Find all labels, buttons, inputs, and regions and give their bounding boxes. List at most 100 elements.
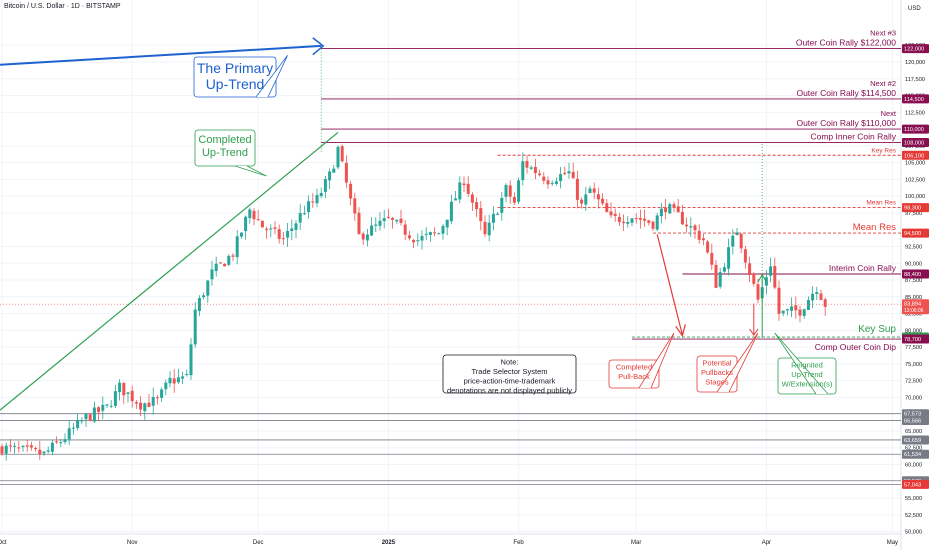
candle-body: [252, 210, 256, 220]
candle-body: [172, 378, 176, 384]
candle-body: [319, 192, 323, 197]
candle-body: [638, 218, 642, 220]
candle-body: [496, 213, 500, 215]
price-level-label: Interim Coin Rally: [829, 263, 897, 273]
x-tick-label: Nov: [127, 540, 138, 546]
symbol-title[interactable]: Bitcoin / U.S. Dollar · 1D · BITSTAMP: [4, 3, 121, 10]
candle-body: [248, 209, 252, 219]
candle-body: [680, 211, 684, 225]
y-tick-label: 90,000: [905, 261, 922, 267]
candle-body: [151, 396, 155, 406]
candle-body: [357, 212, 361, 234]
candle-body: [601, 198, 605, 204]
candle-body: [302, 213, 306, 215]
candle-body: [420, 236, 424, 241]
candle-body: [181, 376, 185, 379]
candle-body: [685, 224, 689, 227]
price-level-tag-text: 122,000: [904, 47, 924, 53]
candle-body: [617, 216, 621, 222]
candle-body: [38, 449, 42, 455]
candle-body: [756, 284, 760, 300]
price-level-tag: [902, 150, 929, 160]
candle-body: [176, 377, 180, 383]
price-level-tag: [902, 44, 929, 54]
candle-body: [659, 208, 663, 217]
y-tick-label: 117,500: [905, 77, 925, 83]
candle-body: [546, 180, 550, 185]
candle-body: [676, 206, 680, 213]
candle-body: [529, 167, 533, 169]
candle-body: [550, 182, 554, 184]
price-level-tag-text: 66,566: [904, 418, 921, 424]
candle-body: [164, 382, 168, 390]
primary-uptrend-arrowhead: [312, 37, 325, 56]
candle-body: [722, 267, 726, 272]
price-level-tag: [902, 449, 929, 459]
candle-body: [748, 263, 752, 276]
y-tick-label: 75,000: [905, 362, 922, 368]
candle-body: [143, 403, 147, 412]
candle-body: [752, 273, 756, 284]
last-price-value: 83,894: [904, 302, 921, 308]
candle-body: [567, 171, 571, 174]
candle-body: [596, 194, 600, 200]
potential-pullbacks-callout-tail: [716, 332, 759, 393]
candle-body: [433, 232, 437, 234]
candle-body: [13, 445, 17, 447]
candle-body: [483, 221, 487, 235]
candle-body: [134, 402, 138, 404]
price-level-tag-text: 98,300: [904, 206, 921, 212]
candle-body: [739, 233, 743, 249]
candle-body: [281, 238, 285, 240]
candle-body: [592, 188, 596, 193]
candle-body: [605, 203, 609, 213]
candle-body: [437, 233, 441, 235]
candle-body: [202, 295, 206, 298]
candle-body: [462, 183, 466, 186]
candle-body: [84, 413, 88, 420]
price-level-tag: [902, 269, 929, 279]
candle-body: [714, 264, 718, 288]
candle-body: [647, 220, 651, 223]
price-level-tag: [902, 203, 929, 213]
candle-body: [554, 181, 558, 184]
candle-body: [193, 309, 197, 345]
pullback-arrowhead: [675, 324, 686, 338]
candle-body: [693, 225, 697, 231]
candle-body: [806, 300, 810, 310]
completed-pullback-callout-line: Pull-Back: [618, 372, 650, 381]
candle-body: [588, 188, 592, 194]
candle-body: [479, 208, 483, 222]
candle-body: [710, 252, 714, 265]
y-tick-label: 102,500: [905, 177, 925, 183]
candle-body: [630, 218, 634, 223]
candle-body: [399, 218, 403, 223]
candle-body: [533, 166, 537, 174]
candle-body: [55, 441, 59, 443]
reignite-arrowhead: [757, 273, 767, 283]
price-level-tag-text: 114,500: [904, 97, 924, 103]
candle-body: [811, 293, 815, 301]
price-level-tag: [902, 228, 929, 238]
candle-body: [25, 445, 29, 447]
candle-body: [223, 263, 227, 267]
candle-body: [34, 448, 38, 450]
price-level-tag-text: 106,100: [904, 153, 924, 159]
candle-body: [815, 292, 819, 295]
price-level-tag: [902, 334, 929, 344]
candle-body: [773, 265, 777, 288]
candle-body: [328, 171, 332, 181]
y-tick-label: 87,500: [905, 278, 922, 284]
y-tick-label: 112,500: [905, 110, 925, 116]
price-level-tag-text: 108,000: [904, 141, 924, 147]
candle-body: [454, 198, 458, 201]
candle-body: [139, 402, 143, 410]
candle-body: [655, 215, 659, 230]
candle-body: [231, 255, 235, 257]
candle-body: [449, 201, 453, 222]
x-tick-label: Apr: [762, 540, 771, 546]
x-tick-label: 2025: [382, 540, 396, 546]
currency-label[interactable]: USD: [908, 6, 921, 12]
